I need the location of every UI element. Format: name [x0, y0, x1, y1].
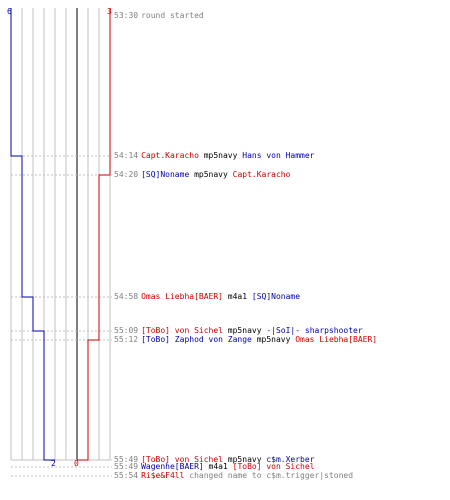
red-start-label: 3	[107, 7, 112, 16]
event-row: 55:49 Wagenhe[BAER] m4a1 [ToBo] von Siche…	[114, 462, 315, 472]
event-row: 55:12 [ToBo] Zaphod von Zange mp5navy Oma…	[114, 335, 377, 345]
event-row: 55:49 [ToBo] von Sichel mp5navy c$m.Xerbe…	[114, 455, 315, 465]
event-time: 55:54	[114, 471, 139, 480]
event-time: 53:30	[114, 11, 139, 20]
red-end-label: 0	[74, 459, 79, 468]
event-text: Omas Liebha[BAER]	[295, 335, 378, 344]
event-text: Ri$e&F4ll	[141, 471, 185, 480]
blue-team-line	[10, 8, 55, 461]
event-time: 55:12	[114, 335, 139, 344]
event-text: mp5navy	[189, 170, 233, 179]
event-text: -|SoI|- sharpshooter	[266, 326, 363, 335]
event-text: c$m.Xerber	[266, 455, 315, 464]
event-text: Wagenhe[BAER]	[141, 462, 204, 471]
event-row: 55:09 [ToBo] von Sichel mp5navy -|SoI|- s…	[114, 326, 363, 336]
grid-lines	[10, 8, 111, 461]
event-time: 54:20	[114, 170, 139, 179]
event-text: m4a1	[222, 292, 252, 301]
event-text: [ToBo] von Sichel	[141, 326, 223, 335]
event-time: 54:58	[114, 292, 139, 301]
event-text: mp5navy	[222, 326, 267, 335]
event-text: Capt.Karacho	[141, 151, 199, 160]
event-time: 55:49	[114, 455, 139, 464]
event-lines	[11, 155, 112, 477]
event-text: round started	[141, 11, 204, 20]
event-time: 55:09	[114, 326, 139, 335]
event-time: 54:14	[114, 151, 139, 160]
event-row: 54:20 [SQ]Noname mp5navy Capt.Karacho	[114, 170, 290, 180]
event-text: [SQ]Noname	[251, 292, 301, 301]
event-text: [ToBo] von Sichel	[232, 462, 315, 471]
event-text: mp5navy	[222, 455, 267, 464]
event-text: [ToBo] von Sichel	[141, 455, 223, 464]
event-text: [SQ]Noname	[141, 170, 190, 179]
event-row: 54:58 Omas Liebha[BAER] m4a1 [SQ]Noname	[114, 292, 300, 302]
event-row: 55:54 Ri$e&F4ll changed name to c$m.trigg…	[114, 471, 353, 481]
event-row: 54:14 Capt.Karacho mp5navy Hans von Hamme…	[114, 151, 315, 161]
event-text: m4a1	[203, 462, 233, 471]
event-text: changed name to c$m.trigger|stoned	[184, 471, 354, 480]
event-text: Hans von Hammer	[242, 151, 315, 160]
event-row: 53:30 round started	[114, 11, 204, 21]
blue-start-label: 6	[7, 7, 12, 16]
event-text: mp5navy	[251, 335, 296, 344]
red-team-line	[77, 8, 111, 461]
event-text: mp5navy	[198, 151, 243, 160]
blue-end-label: 2	[51, 459, 56, 468]
event-text: Omas Liebha[BAER]	[141, 292, 223, 301]
event-text: Capt.Karacho	[232, 170, 291, 179]
event-time: 55:49	[114, 462, 139, 471]
event-text: [ToBo] Zaphod von Zange	[141, 335, 252, 344]
